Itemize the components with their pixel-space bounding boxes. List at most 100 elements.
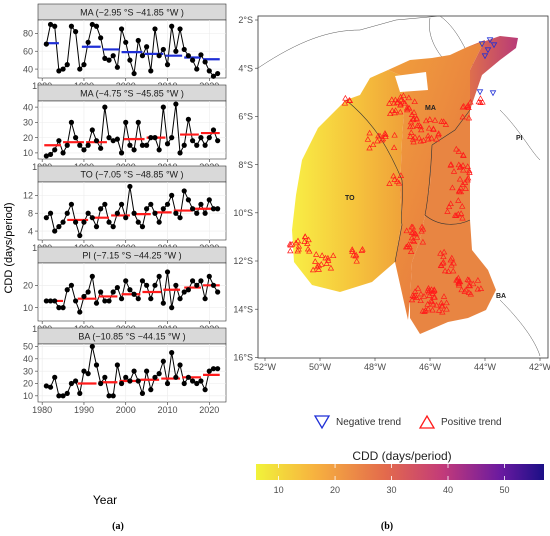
data-point — [73, 378, 79, 384]
data-point — [164, 380, 171, 387]
data-point — [89, 343, 95, 350]
positive-trend-marker — [474, 285, 481, 292]
data-point — [52, 228, 58, 234]
data-point — [64, 390, 70, 396]
positive-trend-marker — [459, 103, 466, 110]
positive-trend-marker — [429, 306, 436, 313]
positive-trend-marker — [407, 248, 415, 254]
data-point — [102, 104, 108, 110]
data-point — [181, 289, 187, 295]
data-point — [210, 73, 217, 79]
positive-trend-marker — [390, 144, 398, 151]
data-point — [118, 201, 125, 207]
state-label-to: TO — [345, 195, 355, 202]
data-point — [114, 136, 120, 142]
positive-trend-marker — [295, 242, 303, 249]
data-point — [173, 282, 179, 288]
data-point — [181, 188, 187, 194]
positive-trend-marker — [425, 124, 433, 131]
data-point — [169, 135, 175, 141]
positive-trend-marker — [323, 260, 330, 266]
y-tick-label: 80 — [23, 29, 33, 39]
positive-trend-marker — [438, 299, 445, 306]
data-point — [189, 378, 196, 384]
positive-trend-marker — [397, 93, 404, 100]
positive-trend-marker — [467, 290, 474, 297]
positive-trend-marker — [305, 236, 312, 243]
positive-trend-marker — [382, 133, 389, 140]
data-point — [56, 138, 62, 144]
data-point — [194, 66, 200, 72]
data-point — [144, 282, 150, 288]
positive-trend-marker — [349, 246, 356, 252]
positive-trend-marker — [435, 130, 442, 136]
positive-trend-marker — [422, 117, 430, 124]
positive-trend-marker — [409, 223, 416, 230]
trend-legend: Negative trend Positive trend — [313, 414, 502, 430]
negative-trend-markers — [476, 37, 498, 97]
data-point — [118, 380, 125, 387]
positive-trend-marker — [425, 284, 432, 291]
x-tick-label: 1990 — [74, 405, 94, 415]
data-point — [144, 142, 150, 148]
positive-trend-marker — [477, 285, 485, 291]
facet-strip-label: TO (−7.05 °S −48.85 °W ) — [80, 170, 183, 180]
data-point — [123, 374, 129, 380]
positive-trend-marker — [458, 286, 465, 293]
data-point — [118, 296, 125, 302]
positive-trend-marker — [426, 116, 433, 122]
state-border-east — [499, 299, 541, 357]
data-point — [210, 127, 217, 133]
positive-trend-marker — [417, 297, 424, 304]
data-point — [181, 142, 187, 148]
data-point — [60, 66, 66, 72]
positive-trend-marker — [318, 252, 326, 258]
data-point — [152, 210, 158, 216]
negative-trend-marker — [489, 90, 497, 97]
colorbar-title: CDD (days/period) — [352, 449, 451, 463]
positive-trend-marker — [466, 167, 473, 174]
positive-trend-marker — [459, 214, 466, 221]
data-point — [81, 368, 87, 374]
positive-trend-marker — [457, 210, 465, 216]
positive-trend-marker — [467, 98, 474, 105]
colorbar-tick-label: 10 — [274, 485, 284, 495]
map-y-tick-label: 6°S — [238, 112, 253, 122]
positive-trend-marker — [465, 114, 473, 121]
data-point — [127, 142, 133, 148]
negative-trend-marker — [484, 47, 492, 54]
data-point — [56, 305, 62, 311]
data-point — [185, 374, 191, 380]
data-point — [144, 44, 150, 50]
data-point — [123, 215, 129, 221]
positive-trend-marker — [409, 237, 417, 243]
data-point — [139, 53, 146, 59]
positive-trend-marker — [455, 197, 462, 203]
map-x-tick-label: 50°W — [309, 362, 332, 372]
positive-trend-marker — [439, 308, 446, 315]
data-point — [68, 119, 75, 125]
map-y-tick-label: 14°S — [233, 304, 253, 314]
data-point — [68, 23, 75, 29]
data-point — [206, 368, 212, 374]
data-point — [160, 46, 166, 53]
positive-trend-marker — [304, 245, 312, 252]
data-point — [160, 104, 166, 110]
positive-trend-marker — [394, 177, 401, 184]
positive-trend-marker — [459, 113, 466, 120]
data-point — [56, 68, 62, 74]
data-point — [131, 291, 137, 297]
data-point — [81, 147, 87, 153]
positive-trend-marker — [287, 241, 294, 248]
colorbar: CDD (days/period) 10 20 30 40 50 — [256, 449, 544, 495]
state-label-ma: MA — [425, 105, 436, 112]
caption-b: (b) — [381, 521, 393, 532]
data-point — [215, 70, 221, 77]
positive-trend-marker — [366, 129, 373, 136]
positive-trend-marker — [479, 98, 486, 105]
positive-trend-marker — [447, 161, 454, 168]
positive-trend-marker — [445, 268, 452, 274]
positive-trend-marker — [465, 282, 473, 288]
data-point — [194, 380, 200, 387]
panel-a-facet-1: MA (−2.95 °S −41.85 °W )4060801980199020… — [23, 3, 227, 91]
